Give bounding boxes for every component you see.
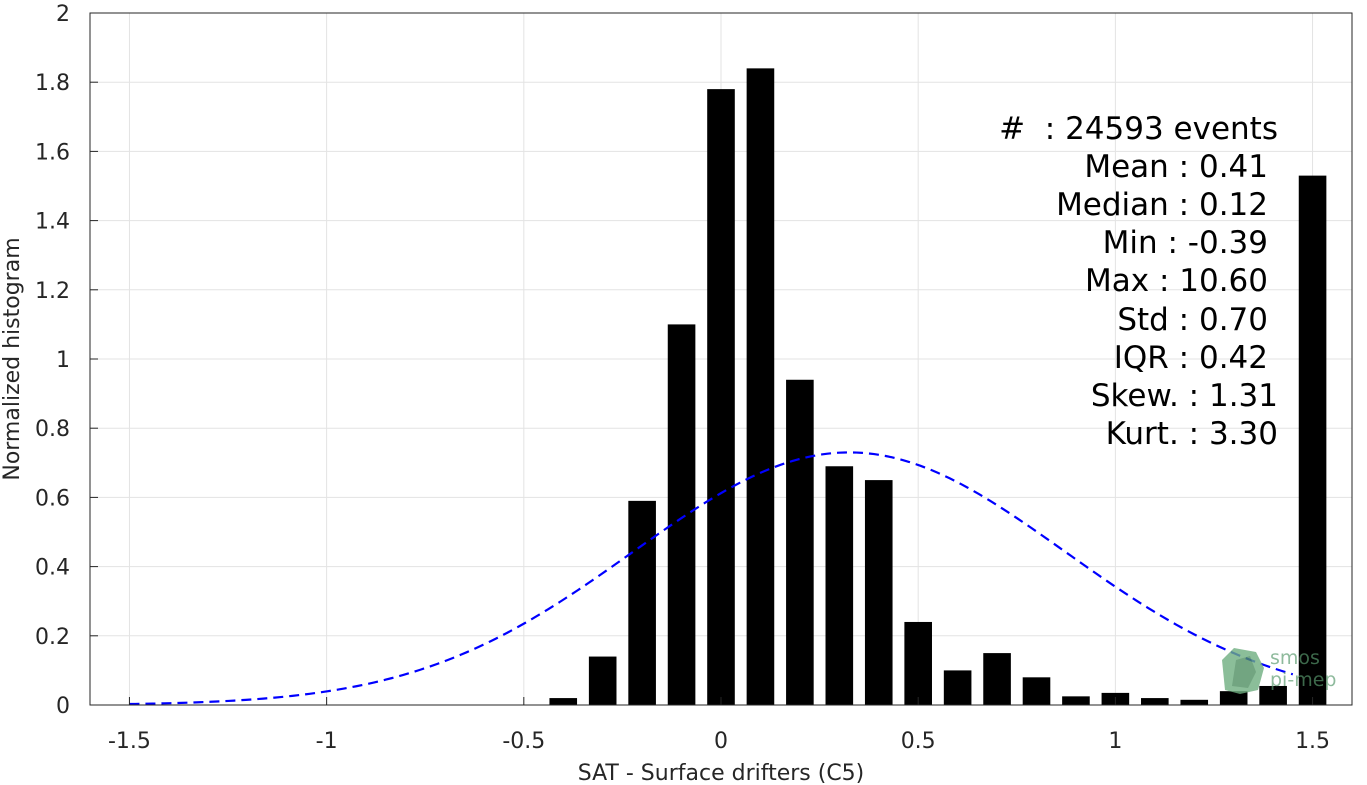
histogram-bar: [588, 656, 617, 705]
x-tick-label: 0.5: [901, 729, 936, 754]
histogram-bar: [1219, 691, 1248, 705]
histogram-bar: [1259, 685, 1287, 705]
logo-line-pimep: pi-mep: [1270, 669, 1336, 691]
histogram-bar: [786, 379, 814, 705]
stat-std: Std : 0.70: [1117, 302, 1268, 338]
logo-line-smos: smos: [1270, 647, 1320, 669]
stat-max: Max : 10.60: [1085, 263, 1268, 299]
histogram-bar: [825, 466, 854, 705]
y-tick-label: 0.4: [35, 556, 70, 581]
y-tick-label: 0.6: [35, 486, 70, 511]
stat-min: Min : -0.39: [1103, 225, 1268, 261]
gaussian-fit-curve: [129, 451, 1294, 706]
y-axis-ticks: 0 0.2 0.4 0.6 0.8 1 1.2 1.4 1.6 1.8 2: [35, 2, 98, 719]
y-tick-label: 0.8: [35, 417, 70, 442]
x-axis-label: SAT - Surface drifters (C5): [578, 761, 865, 785]
y-tick-label: 0.2: [35, 625, 70, 650]
logo-leaf-shade-icon: [1232, 656, 1256, 688]
gaussian-fit-line: [129, 451, 1294, 706]
statistics-annotation: # : 24593 events Mean : 0.41 Median : 0.…: [999, 111, 1278, 452]
histogram-bar: [983, 653, 1011, 705]
histogram-bar: [943, 670, 972, 705]
y-axis-label: Normalized histogram: [0, 237, 25, 480]
histogram-bar: [746, 68, 775, 706]
smos-pimep-logo: smos pi-mep: [1222, 647, 1336, 694]
y-tick-label: 2: [56, 2, 70, 27]
x-tick-label: 0: [714, 729, 728, 754]
y-tick-label: 1: [56, 348, 70, 373]
histogram-bar: [628, 500, 656, 705]
histogram-bar: [904, 621, 932, 705]
x-tick-label: -1: [316, 729, 338, 754]
x-tick-label: -1.5: [108, 729, 151, 754]
stat-skew: Skew. : 1.31: [1091, 378, 1278, 414]
histogram-bar: [864, 480, 893, 705]
x-tick-label: 1.5: [1295, 729, 1330, 754]
stat-mean: Mean : 0.41: [1084, 149, 1268, 185]
y-tick-label: 1.2: [35, 279, 70, 304]
stat-median: Median : 0.12: [1056, 187, 1268, 223]
stat-iqr: IQR : 0.42: [1114, 340, 1268, 376]
histogram-bar: [1062, 696, 1090, 705]
y-tick-label: 1.6: [35, 140, 70, 165]
y-tick-label: 0: [56, 694, 70, 719]
y-tick-label: 1.4: [35, 210, 70, 235]
y-tick-label: 1.8: [35, 71, 70, 96]
histogram-bar: [667, 324, 696, 705]
histogram-bar: [549, 698, 578, 705]
histogram-bar: [1180, 699, 1209, 705]
histogram-bar: [707, 89, 735, 706]
x-axis-ticks: -1.5 -1 -0.5 0 0.5 1 1.5: [108, 697, 1330, 754]
stat-events: # : 24593 events: [999, 111, 1278, 147]
histogram-bar: [1022, 677, 1051, 705]
stat-kurt: Kurt. : 3.30: [1106, 416, 1278, 452]
histogram-bars: [549, 68, 1327, 706]
x-tick-label: 1: [1108, 729, 1122, 754]
x-tick-label: -0.5: [502, 729, 545, 754]
histogram-bar: [1298, 175, 1327, 705]
histogram-bar: [1141, 698, 1169, 705]
